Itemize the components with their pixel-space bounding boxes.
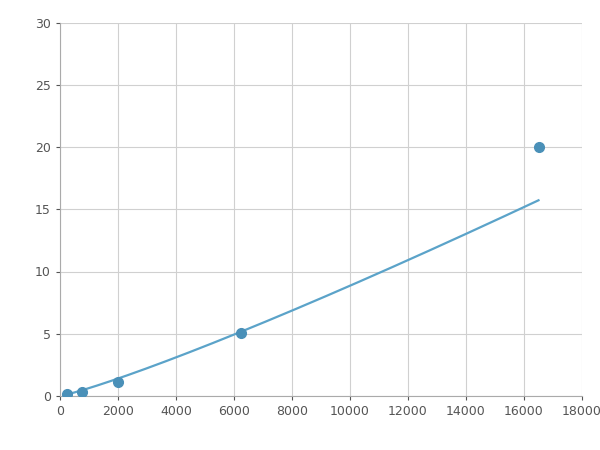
Point	[62, 390, 72, 397]
Point	[77, 389, 86, 396]
Point	[113, 379, 123, 386]
Point	[236, 329, 246, 336]
Point	[534, 144, 544, 151]
